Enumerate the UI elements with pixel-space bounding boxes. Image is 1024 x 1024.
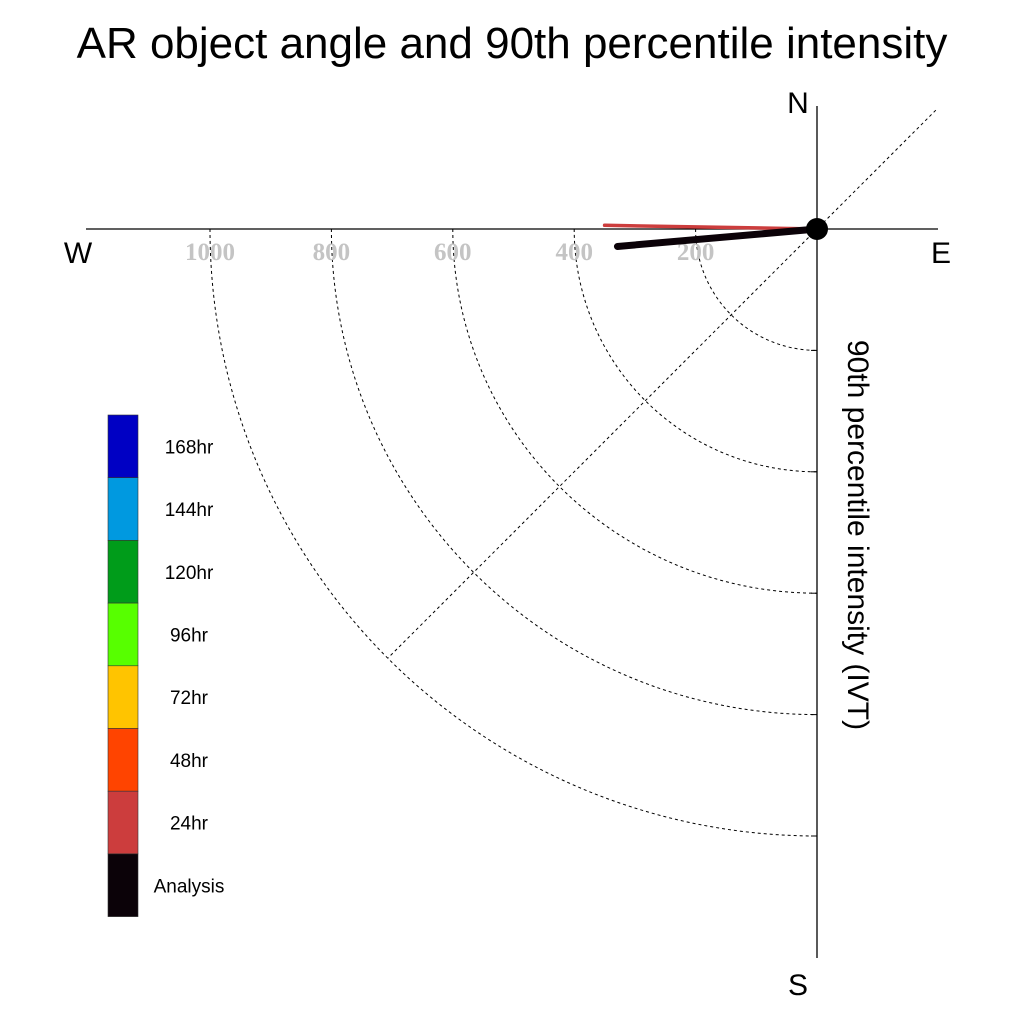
legend-label: Analysis bbox=[154, 876, 225, 897]
range-ring-800 bbox=[330, 228, 818, 716]
legend-label: 144hr bbox=[165, 500, 214, 521]
chart-title: AR object angle and 90th percentile inte… bbox=[77, 19, 948, 68]
legend-label: 72hr bbox=[170, 688, 209, 709]
vector-24hr bbox=[602, 223, 819, 231]
legend-swatch bbox=[107, 728, 139, 792]
y-axis-label: 90th percentile intensity (IVT) bbox=[841, 340, 874, 730]
legend-swatch bbox=[107, 602, 139, 667]
legend-label: 168hr bbox=[165, 437, 214, 458]
compass-west-label: W bbox=[64, 237, 93, 270]
compass-south-label: S bbox=[788, 969, 808, 1002]
legend-swatch bbox=[107, 665, 139, 729]
compass-north-label: N bbox=[787, 87, 809, 120]
legend-label: 120hr bbox=[165, 563, 214, 584]
radial-tick-label: 1000 bbox=[185, 239, 235, 266]
compass-east-label: E bbox=[931, 237, 951, 270]
legend-swatch bbox=[107, 853, 139, 917]
range-ring-1000 bbox=[209, 228, 818, 837]
range-ring-400 bbox=[573, 228, 818, 473]
range-ring-200 bbox=[695, 228, 818, 351]
legend: 168hr 144hr 120hr 96hr 72hr 48hr 24hr Analysis bbox=[107, 414, 225, 917]
radial-tick-label: 600 bbox=[434, 239, 472, 266]
legend-label: 24hr bbox=[170, 814, 209, 835]
radial-tick-label: 400 bbox=[555, 239, 593, 266]
origin-marker bbox=[806, 218, 828, 240]
vector-series bbox=[602, 218, 828, 250]
legend-swatch bbox=[107, 790, 139, 855]
range-ring-600 bbox=[452, 228, 818, 594]
legend-label: 48hr bbox=[170, 751, 209, 772]
legend-swatch bbox=[107, 477, 139, 541]
vector-analysis bbox=[613, 225, 821, 250]
legend-swatch bbox=[107, 540, 139, 604]
legend-label: 96hr bbox=[170, 625, 209, 646]
legend-swatch bbox=[107, 414, 139, 479]
radial-tick-label: 800 bbox=[313, 239, 351, 266]
